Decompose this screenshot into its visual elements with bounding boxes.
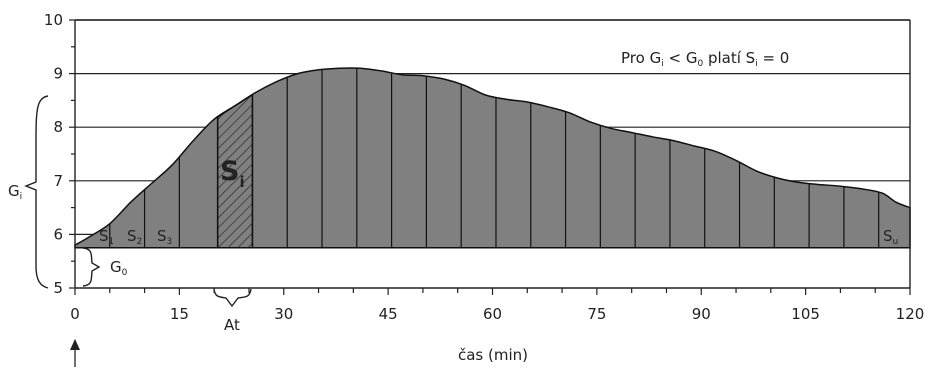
x-axis-label: čas (min) — [458, 346, 528, 364]
area-under-curve — [74, 67, 911, 249]
g0-brace — [82, 247, 101, 287]
su-label: Su — [883, 227, 898, 247]
s3-label: S3 — [157, 227, 172, 247]
axes — [69, 19, 911, 295]
s2-label: S2 — [127, 227, 142, 247]
tick-labels: 5 6 7 8 9 10 0 15 30 45 60 75 90 105 120 — [44, 11, 924, 323]
gi-brace — [24, 95, 49, 289]
y-tick-label: 10 — [44, 11, 63, 29]
x-tick-label: 60 — [483, 305, 502, 323]
strip-dividers — [109, 68, 880, 248]
x-tick-label: 30 — [274, 305, 293, 323]
g0-label: G0 — [110, 258, 128, 278]
x-tick-label: 0 — [70, 305, 80, 323]
y-tick-label: 9 — [53, 65, 63, 83]
s1-label: S1 — [99, 227, 114, 247]
rule-text: Pro Gi < G0 platí Si = 0 — [621, 49, 789, 69]
x-tick-label: 90 — [692, 305, 711, 323]
x-tick-label: 45 — [379, 305, 398, 323]
start-arrow-icon — [70, 339, 80, 367]
at-brace — [213, 288, 252, 308]
x-tick-label: 120 — [896, 305, 925, 323]
y-tick-label: 8 — [53, 118, 63, 136]
x-tick-label: 75 — [587, 305, 606, 323]
y-tick-label: 7 — [53, 172, 63, 190]
x-tick-label: 105 — [791, 305, 820, 323]
gi-label: Gi — [8, 182, 22, 202]
y-tick-label: 6 — [53, 225, 63, 243]
at-label: At — [224, 316, 240, 334]
y-tick-label: 5 — [53, 279, 63, 297]
si-label: Si — [220, 156, 245, 191]
x-tick-label: 15 — [170, 305, 189, 323]
